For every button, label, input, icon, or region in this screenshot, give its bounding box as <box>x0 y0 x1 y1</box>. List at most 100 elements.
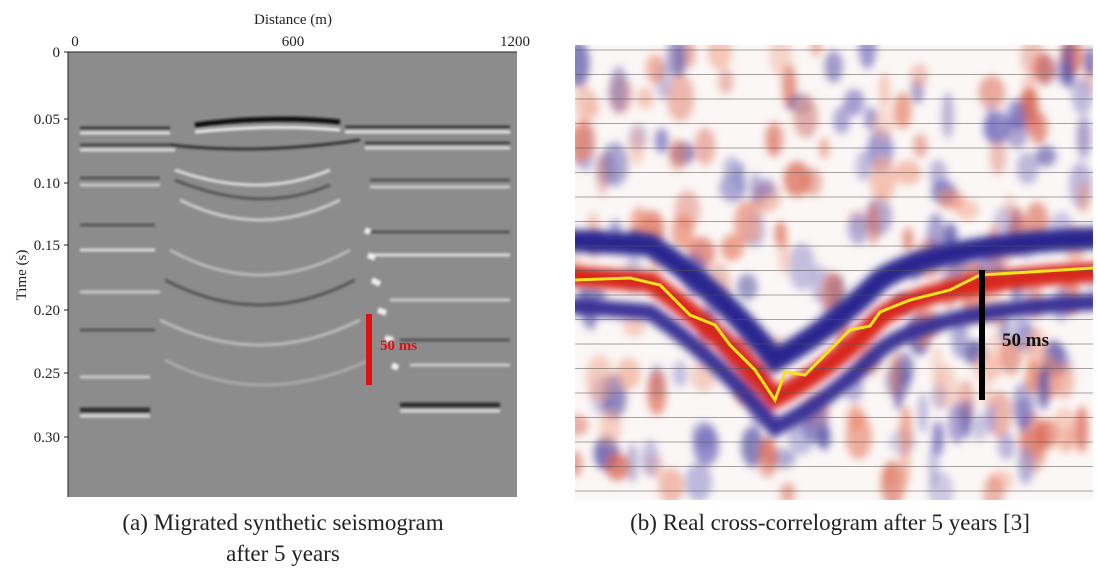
y-ticks: 0 0.05 0.10 0.15 0.20 0.25 0.30 <box>34 45 68 446</box>
wavelet <box>1084 47 1093 77</box>
wavelet <box>601 142 629 187</box>
wavelet <box>961 398 973 439</box>
wavelet <box>1004 193 1017 219</box>
wavelet <box>847 213 869 245</box>
wavelet <box>998 316 1011 343</box>
wavelet <box>803 168 822 197</box>
caption: after 5 years <box>226 541 340 566</box>
wavelet <box>764 121 785 157</box>
wavelet <box>783 161 811 197</box>
trace-lines <box>575 49 1093 492</box>
x-tick-label: 0 <box>71 34 79 50</box>
wavelet <box>719 173 747 203</box>
wavelet <box>625 443 639 483</box>
wavelet <box>685 462 712 500</box>
annotation: 50 ms <box>1002 330 1049 351</box>
wavelet <box>983 476 1005 500</box>
wavelet <box>982 383 994 407</box>
y-tick-label: 0.20 <box>34 303 60 319</box>
wavelet <box>1051 407 1078 453</box>
wavelet <box>879 72 890 110</box>
wavelet <box>718 68 734 94</box>
wavelet <box>931 346 943 389</box>
x-axis-label: Distance (m) <box>254 12 332 28</box>
wavelet <box>575 414 589 436</box>
wavelet <box>1020 45 1045 77</box>
wavelet <box>1035 145 1057 167</box>
wavelet <box>929 159 948 189</box>
wavelet <box>999 337 1022 376</box>
wavelet <box>671 213 695 250</box>
wavelet <box>1016 152 1039 185</box>
wavelet <box>938 189 965 210</box>
wavelet <box>989 135 1007 176</box>
wavelet <box>792 95 819 139</box>
wavelet <box>707 45 732 71</box>
wavelet <box>978 75 1006 110</box>
wavelet <box>899 405 913 453</box>
wavelet <box>647 369 667 416</box>
wavelet <box>1077 180 1091 215</box>
wavelet <box>654 127 669 154</box>
wavelet <box>757 178 775 199</box>
wavelet <box>888 350 902 396</box>
wavelet <box>973 413 986 442</box>
wavelet <box>599 409 622 447</box>
wavelet <box>1037 365 1050 410</box>
wavelet <box>636 87 654 109</box>
wavelet <box>845 413 872 460</box>
wavelet <box>622 314 647 337</box>
wavelet <box>585 354 614 403</box>
y-tick-label: 0.30 <box>34 430 60 446</box>
wavelet <box>983 111 1010 145</box>
wavelet <box>972 351 1000 383</box>
wavelet <box>902 227 914 252</box>
caption: (b) Real cross-correlogram after 5 years… <box>630 510 1030 535</box>
wavelet <box>769 45 793 78</box>
wavelet <box>575 84 595 122</box>
x-tick-label: 1200 <box>500 34 530 50</box>
annotation: 50 ms <box>380 338 417 354</box>
wavelet <box>912 133 928 158</box>
caption: (a) Migrated synthetic seismogram <box>122 510 443 535</box>
wavelet <box>997 432 1016 460</box>
wavelet <box>628 126 646 165</box>
wavelet <box>684 45 696 68</box>
wavelet <box>666 73 695 122</box>
wavelet <box>833 106 851 135</box>
wavelet <box>645 53 665 85</box>
wavelet <box>869 155 896 203</box>
wavelet <box>575 45 590 88</box>
y-tick-label: 0.25 <box>34 366 60 382</box>
wavelet <box>736 273 758 301</box>
x-tick-label: 600 <box>282 34 305 50</box>
wavelet <box>616 358 641 390</box>
wavelet <box>757 437 779 478</box>
wavelet <box>816 425 831 451</box>
reflectors <box>80 116 510 418</box>
wavelet <box>910 63 929 87</box>
wavelet <box>917 392 928 434</box>
wavelet <box>871 109 894 142</box>
wavelet <box>843 88 865 116</box>
wavelet <box>858 45 877 70</box>
wavelet <box>893 92 912 129</box>
wavelet <box>720 234 744 261</box>
wavelet <box>941 92 954 139</box>
wavelet <box>810 45 823 57</box>
wavelet <box>747 216 761 242</box>
wavelet <box>880 460 905 500</box>
wavelet <box>575 118 595 162</box>
panel-a: Distance (m) 0 600 1200 Time (s) 0 0.05 0.… <box>14 12 530 497</box>
wavelet <box>1076 114 1092 160</box>
panel-b: 50 ms <box>574 45 1094 500</box>
wavelet <box>866 202 881 246</box>
wavelet <box>1071 78 1093 115</box>
y-tick-label: 0.15 <box>34 238 60 254</box>
wavelet <box>984 402 996 435</box>
wavelet <box>821 270 844 313</box>
wavelet <box>641 439 659 477</box>
wavelet <box>609 65 628 113</box>
wavelet <box>750 171 761 206</box>
wavelet <box>1024 327 1048 372</box>
